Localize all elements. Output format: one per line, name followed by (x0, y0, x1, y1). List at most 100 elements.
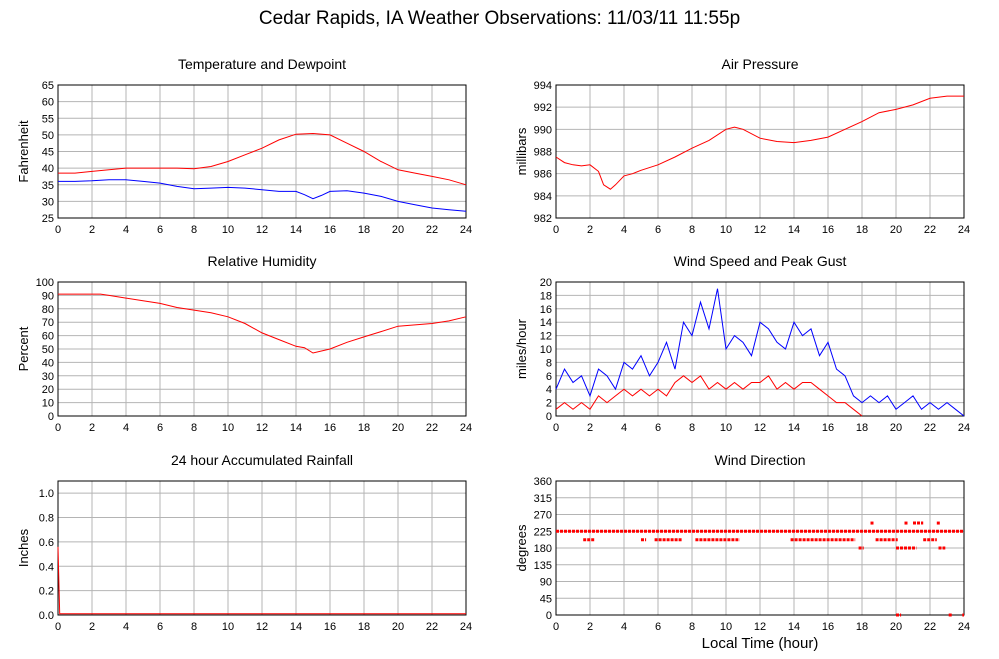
y-tick-label: 55 (42, 113, 54, 125)
y-tick-label: 90 (540, 577, 552, 589)
y-tick-label: 70 (42, 317, 54, 329)
x-tick-label: 12 (754, 621, 766, 633)
x-tick-label: 0 (55, 224, 61, 236)
x-tick-label: 24 (958, 422, 970, 434)
y-tick-label: 990 (534, 124, 552, 136)
x-tick-label: 2 (89, 224, 95, 236)
x-tick-label: 0 (553, 621, 559, 633)
y-tick-label: 100 (36, 277, 54, 289)
x-tick-label: 14 (290, 621, 302, 633)
x-tick-label: 14 (290, 422, 302, 434)
chart-panel-2: 0 2 4 6 8 10 12 14 16 18 20 22 249829849869889909929… (514, 56, 970, 236)
plot-frame (57, 281, 467, 417)
x-tick-label: 18 (856, 422, 868, 434)
x-tick-label: 0 (553, 224, 559, 236)
x-tick-label: 22 (924, 621, 936, 633)
y-tick-label: 6 (546, 371, 552, 383)
x-tick-label: 20 (890, 422, 902, 434)
x-tick-label: 14 (788, 422, 800, 434)
x-tick-label: 16 (324, 224, 336, 236)
y-tick-label: 80 (42, 304, 54, 316)
y-tick-label: 180 (534, 543, 552, 555)
x-tick-label: 10 (222, 621, 234, 633)
y-tick-label: 984 (534, 191, 552, 203)
x-tick-label: 0 (55, 621, 61, 633)
x-tick-label: 22 (924, 224, 936, 236)
y-tick-label: 40 (42, 357, 54, 369)
x-tick-label: 0 (553, 422, 559, 434)
series-line-1 (58, 132, 467, 186)
x-tick-label: 18 (856, 224, 868, 236)
y-tick-label: 982 (534, 213, 552, 225)
x-tick-label: 10 (720, 621, 732, 633)
x-tick-label: 10 (222, 224, 234, 236)
plot-frame (57, 84, 467, 219)
x-tick-label: 6 (157, 422, 163, 434)
y-tick-label: 1.0 (39, 488, 54, 500)
chart-panel-5: 0 2 4 6 8 10 12 14 16 18 20 22 240.00.20.40.60.81.02… (16, 452, 472, 633)
y-axis-label: millibars (514, 127, 529, 175)
y-tick-label: 45 (42, 147, 54, 159)
x-tick-label: 4 (123, 621, 129, 633)
series-line-1 (58, 293, 467, 354)
x-tick-label: 10 (720, 224, 732, 236)
x-tick-label: 12 (754, 422, 766, 434)
x-tick-label: 12 (256, 621, 268, 633)
x-tick-label: 6 (157, 224, 163, 236)
y-tick-label: 270 (534, 510, 552, 522)
chart-title: Air Pressure (721, 56, 798, 72)
y-tick-label: 0 (546, 411, 552, 423)
series-line-1 (57, 546, 466, 615)
y-tick-label: 60 (42, 331, 54, 343)
y-tick-label: 10 (540, 344, 552, 356)
plot-frame (555, 480, 965, 616)
x-tick-label: 24 (460, 422, 472, 434)
y-tick-label: 40 (42, 163, 54, 175)
x-tick-label: 16 (324, 621, 336, 633)
x-tick-label: 8 (689, 224, 695, 236)
y-axis-label: Fahrenheit (16, 120, 31, 183)
y-tick-label: 30 (42, 371, 54, 383)
x-tick-label: 18 (358, 224, 370, 236)
y-tick-label: 35 (42, 180, 54, 192)
x-tick-label: 2 (587, 422, 593, 434)
x-tick-label: 18 (358, 621, 370, 633)
y-tick-label: 50 (42, 130, 54, 142)
x-tick-label: 4 (621, 224, 627, 236)
y-tick-label: 315 (534, 493, 552, 505)
x-tick-label: 22 (426, 422, 438, 434)
y-tick-label: 0 (546, 610, 552, 622)
x-tick-label: 24 (460, 621, 472, 633)
series-line-2 (58, 179, 467, 212)
y-tick-label: 20 (42, 384, 54, 396)
x-tick-label: 22 (426, 224, 438, 236)
x-tick-label: 18 (856, 621, 868, 633)
page-title: Cedar Rapids, IA Weather Observations: 1… (258, 8, 741, 29)
y-tick-label: 0.0 (39, 610, 54, 622)
x-tick-label: 12 (256, 224, 268, 236)
y-tick-label: 0.8 (39, 513, 54, 525)
chart-panel-1: 0 2 4 6 8 10 12 14 16 18 20 22 24253035404550556065T… (16, 56, 472, 236)
x-tick-label: 10 (222, 422, 234, 434)
x-axis-label: Local Time (hour) (701, 635, 819, 652)
x-tick-label: 18 (358, 422, 370, 434)
x-tick-label: 22 (426, 621, 438, 633)
y-axis-label: Inches (16, 528, 31, 567)
y-tick-label: 10 (42, 398, 54, 410)
y-tick-label: 135 (534, 560, 552, 572)
x-tick-label: 4 (123, 422, 129, 434)
x-tick-label: 12 (754, 224, 766, 236)
y-tick-label: 992 (534, 102, 552, 114)
x-tick-label: 20 (890, 621, 902, 633)
y-axis-label: miles/hour (514, 318, 529, 379)
x-tick-label: 24 (460, 224, 472, 236)
x-tick-label: 0 (55, 422, 61, 434)
x-tick-label: 20 (392, 224, 404, 236)
x-tick-label: 14 (290, 224, 302, 236)
x-tick-label: 16 (822, 422, 834, 434)
chart-panel-4: 0 2 4 6 8 10 12 14 16 18 20 22 2402468101214161820Wi… (514, 253, 970, 434)
y-tick-label: 20 (540, 277, 552, 289)
x-tick-label: 2 (587, 621, 593, 633)
y-tick-label: 225 (534, 526, 552, 538)
chart-title: Wind Direction (714, 452, 805, 468)
